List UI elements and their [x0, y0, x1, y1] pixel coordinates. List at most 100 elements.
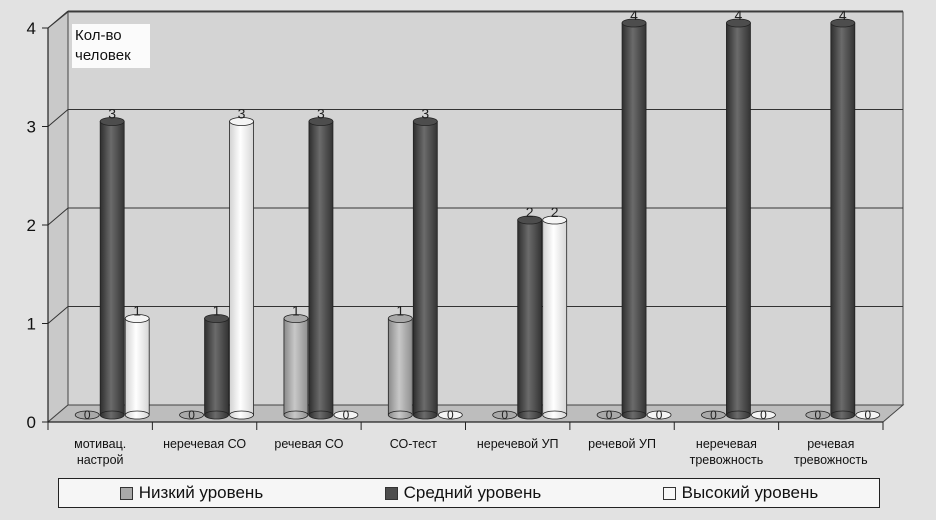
bar-0-5: 0	[596, 408, 622, 422]
bar-top	[726, 18, 751, 28]
y-tick-label: 0	[27, 413, 36, 432]
bar-top	[204, 314, 229, 323]
bar-zero	[646, 410, 672, 420]
bar-1-0: 3	[99, 106, 125, 420]
x-tick-label: СО-тест	[390, 437, 437, 451]
bar-base	[726, 410, 751, 420]
data-label: 0	[343, 408, 350, 422]
bar-body	[229, 121, 254, 416]
bar-1-5: 4	[621, 7, 647, 420]
gridlines	[47, 10, 903, 324]
data-label: 0	[760, 408, 767, 422]
data-label: 0	[447, 408, 454, 422]
bar-0-1: 0	[179, 408, 204, 422]
x-tick-label: тревожность	[690, 453, 764, 467]
y-tick-label: 1	[27, 315, 36, 334]
bar-base	[412, 410, 438, 420]
bar-base	[387, 410, 413, 420]
legend-swatch-medium	[384, 486, 398, 500]
bar-0-2: 1	[283, 303, 309, 420]
bar-zero	[596, 410, 622, 420]
bar-1-6: 4	[726, 7, 751, 420]
bar-zero	[74, 410, 100, 420]
bar-zero	[855, 410, 881, 420]
bar-top	[621, 18, 647, 28]
x-tick-label: тревожность	[794, 453, 868, 467]
bar-body	[726, 22, 751, 416]
bar-body	[621, 22, 647, 416]
data-label: 0	[188, 408, 195, 422]
bar-1-1: 1	[204, 303, 229, 420]
x-tick-label: речевая	[807, 437, 854, 451]
data-label: 4	[735, 7, 743, 23]
x-tick-label: настрой	[77, 453, 124, 467]
bar-base	[308, 410, 334, 420]
bar-2-1: 3	[229, 106, 254, 420]
bar-body	[124, 318, 150, 416]
data-label: 1	[396, 303, 404, 319]
bar-2-7: 0	[855, 408, 881, 422]
legend-swatch-high	[662, 486, 676, 500]
bar-top	[99, 117, 125, 126]
bar-base	[830, 410, 856, 420]
bar-base	[229, 410, 254, 420]
bar-1-3: 3	[412, 106, 438, 420]
bar-base	[99, 410, 125, 420]
bar-top	[542, 215, 568, 225]
bar-body	[542, 219, 568, 416]
data-label: 4	[630, 7, 638, 23]
data-label: 3	[238, 106, 246, 122]
data-label: 3	[108, 106, 116, 122]
y-axis-title: Кол-во человек	[72, 24, 150, 68]
legend-label-low: Низкий уровень	[138, 483, 264, 502]
bar-0-3: 1	[387, 303, 413, 420]
bar-base	[124, 410, 150, 420]
bar-top	[308, 117, 334, 126]
legend-swatch-low	[119, 486, 133, 500]
bar-top	[229, 117, 254, 126]
x-tick-label: речевая СО	[274, 437, 343, 451]
x-tick-label: речевой УП	[588, 437, 656, 451]
bar-2-0: 1	[124, 303, 150, 420]
y-tick-label: 3	[27, 118, 36, 137]
bar-top	[124, 314, 150, 323]
bar-top	[387, 314, 413, 323]
bar-body	[830, 22, 856, 416]
bar-top	[412, 117, 438, 126]
bar-0-0: 0	[74, 408, 100, 422]
data-label: 1	[292, 303, 300, 319]
legend-item-medium: Средний уровень	[384, 483, 541, 503]
data-label: 0	[656, 408, 663, 422]
x-tick-label: мотивац.	[74, 437, 126, 451]
bar-zero	[751, 410, 776, 420]
data-label: 2	[551, 204, 559, 220]
bar-top	[283, 314, 309, 323]
x-tick-label: неречевой УП	[477, 437, 559, 451]
data-label: 1	[133, 303, 141, 319]
gridline-side	[47, 10, 69, 29]
bar-top	[517, 215, 543, 225]
x-tick-label: неречевая СО	[163, 437, 246, 451]
bar-zero	[805, 410, 831, 420]
data-label: 0	[814, 408, 821, 422]
legend-label-high: Высокий уровень	[681, 483, 819, 502]
y-axis: 0 1 2 3 4	[27, 19, 49, 432]
gridline-side	[47, 306, 69, 324]
data-label: 2	[526, 204, 534, 220]
bar-body	[308, 121, 334, 416]
x-tick-label: неречевая	[696, 437, 757, 451]
data-label: 0	[606, 408, 613, 422]
legend-item-high: Высокий уровень	[662, 483, 819, 503]
bar-body	[517, 219, 543, 416]
bar-2-5: 0	[646, 408, 672, 422]
bar-0-7: 0	[805, 408, 831, 422]
bar-2-3: 0	[437, 408, 463, 422]
data-label: 3	[317, 106, 325, 122]
bar-base	[517, 410, 543, 420]
y-tick-label: 2	[27, 216, 36, 235]
bar-2-4: 2	[542, 204, 568, 420]
bar-1-2: 3	[308, 106, 334, 420]
data-label: 0	[864, 408, 871, 422]
bar-zero	[333, 410, 359, 420]
